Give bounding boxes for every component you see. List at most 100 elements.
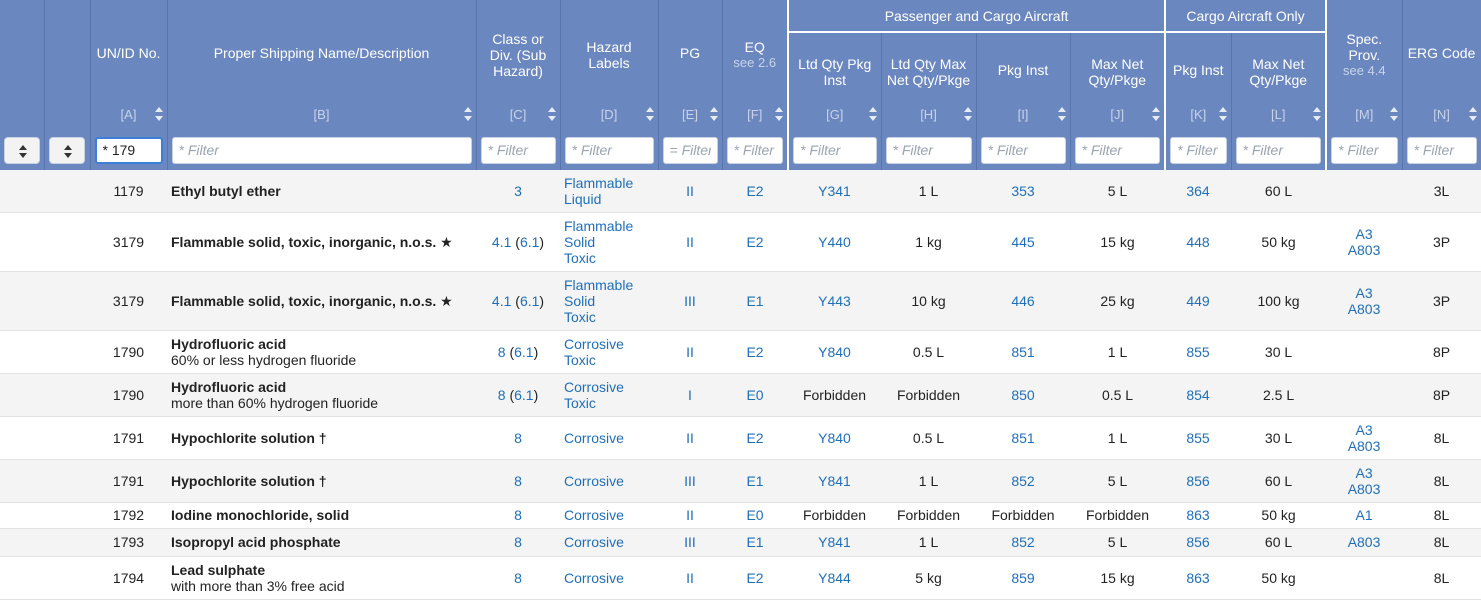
cao-pkg-inst[interactable]: 863	[1186, 507, 1210, 523]
pax-pkg-inst[interactable]: 851	[1011, 343, 1035, 360]
hazard-label-link[interactable]: Toxic	[564, 308, 596, 325]
hazard-label-link[interactable]: Solid	[564, 292, 596, 309]
sp-filter-input[interactable]	[1331, 136, 1398, 164]
ltd-pkg-inst[interactable]: Y844	[818, 569, 851, 586]
header-ltd-max[interactable]: Ltd Qty Max Net Qty/Pkge [H]	[881, 32, 977, 130]
table-row[interactable]: 1791 Hypochlorite solution † 8 Corrosive III…	[0, 459, 1481, 503]
pax-pkg-inst[interactable]: 851	[1011, 429, 1035, 446]
cao-max-filter-input[interactable]	[1235, 136, 1322, 164]
header-psn[interactable]: Proper Shipping Name/Description [B]	[167, 0, 477, 130]
packing-group-link[interactable]: I	[688, 386, 692, 403]
class-filter-input[interactable]	[480, 136, 556, 164]
table-row[interactable]: 3179 Flammable solid, toxic, inorganic, n…	[0, 212, 1481, 272]
header-erg[interactable]: ERG Code [N]	[1402, 0, 1481, 130]
packing-group-link[interactable]: III	[684, 534, 696, 550]
pax-pkg-inst[interactable]: 445	[1011, 233, 1035, 250]
header-cao-max[interactable]: Max Net Qty/Pkge [L]	[1231, 32, 1328, 130]
eq-link[interactable]: E2	[746, 429, 764, 446]
eq-filter-input[interactable]	[726, 136, 783, 164]
special-provision-link[interactable]: A3	[1355, 284, 1373, 301]
sort-icon[interactable]	[709, 107, 718, 121]
ltd-pkg-inst[interactable]: Y840	[818, 429, 851, 446]
sort-icon[interactable]	[963, 107, 972, 121]
eq-link[interactable]: E2	[746, 233, 764, 250]
header-labels[interactable]: Hazard Labels [D]	[560, 0, 659, 130]
pax-pkg-inst[interactable]: 852	[1011, 472, 1035, 489]
special-provision-link[interactable]: A803	[1347, 300, 1381, 317]
eq-link[interactable]: E0	[746, 386, 764, 403]
class-link[interactable]: 3	[514, 182, 522, 199]
sort-icon[interactable]	[1468, 107, 1477, 121]
unid-filter-input[interactable]	[94, 136, 163, 164]
psn-filter-input[interactable]	[171, 136, 472, 164]
pax-pkg-inst[interactable]: 446	[1011, 292, 1035, 309]
class-link[interactable]: 8	[514, 569, 522, 586]
class-link[interactable]: 4.1	[491, 233, 512, 250]
cao-pkg-inst[interactable]: 449	[1186, 292, 1210, 309]
eq-link[interactable]: E0	[746, 507, 764, 523]
hazard-label-link[interactable]: Corrosive	[564, 569, 624, 586]
special-provision-link[interactable]: A3	[1355, 225, 1373, 242]
table-row[interactable]: 1790 Hydrofluoric acid 60% or less hydroge…	[0, 330, 1481, 374]
class-link[interactable]: 4.1	[491, 292, 512, 309]
special-provision-link[interactable]: A3	[1355, 421, 1373, 438]
hazard-label-link[interactable]: Flammable	[564, 217, 634, 234]
packing-group-link[interactable]: II	[686, 429, 694, 446]
packing-group-link[interactable]: II	[686, 233, 694, 250]
pax-pkg-inst[interactable]: 852	[1011, 534, 1035, 550]
header-special-provisions[interactable]: Spec. Prov. see 4.4 [M]	[1326, 0, 1403, 130]
pg-filter-input[interactable]	[662, 136, 718, 164]
pax-pkg-inst[interactable]: 850	[1011, 386, 1035, 403]
eq-link[interactable]: E1	[746, 472, 764, 489]
ltd-max-filter-input[interactable]	[885, 136, 972, 164]
sort-icon[interactable]	[463, 107, 472, 121]
class-link[interactable]: 8	[514, 429, 522, 446]
ltd-pkg-inst[interactable]: Y443	[818, 292, 851, 309]
class-link[interactable]: 8	[497, 386, 506, 403]
eq-link[interactable]: E1	[746, 292, 764, 309]
special-provision-link[interactable]: A1	[1355, 507, 1373, 523]
eq-link[interactable]: E2	[746, 569, 764, 586]
hazard-label-link[interactable]: Corrosive	[564, 472, 624, 489]
hazard-label-link[interactable]: Toxic	[564, 394, 596, 411]
packing-group-link[interactable]: II	[686, 569, 694, 586]
hazard-label-link[interactable]: Corrosive	[564, 507, 624, 523]
sort-icon[interactable]	[775, 107, 783, 121]
eq-link[interactable]: E2	[746, 343, 764, 360]
header-pax-pi[interactable]: Pkg Inst [I]	[976, 32, 1071, 130]
special-provision-link[interactable]: A803	[1347, 534, 1381, 550]
header-pg[interactable]: PG [E]	[658, 0, 723, 130]
eq-link[interactable]: E1	[746, 534, 764, 550]
cao-pkg-inst[interactable]: 856	[1186, 534, 1210, 550]
sort-icon[interactable]	[1057, 107, 1066, 121]
header-cao-pi[interactable]: Pkg Inst [K]	[1165, 32, 1232, 130]
hazard-label-link[interactable]: Corrosive	[564, 378, 624, 395]
table-row[interactable]: 1792 Iodine monochloride, solid 8 Corrosive…	[0, 502, 1481, 529]
ltd-pkg-inst[interactable]: Y341	[818, 182, 851, 199]
hazard-label-link[interactable]: Corrosive	[564, 335, 624, 352]
hazard-label-link[interactable]: Toxic	[564, 351, 596, 368]
header-class[interactable]: Class or Div. (Sub Hazard) [C]	[476, 0, 561, 130]
header-pax-max[interactable]: Max Net Qty/Pkge [J]	[1070, 32, 1167, 130]
table-row[interactable]: 3179 Flammable solid, toxic, inorganic, n…	[0, 271, 1481, 331]
sort-icon[interactable]	[645, 107, 654, 121]
ltd-pkg-inst[interactable]: Y840	[818, 343, 851, 360]
cao-pkg-inst[interactable]: 863	[1186, 569, 1210, 586]
labels-filter-input[interactable]	[564, 136, 654, 164]
sub-hazard[interactable]: (6.1)	[509, 343, 539, 360]
ltd-pi-filter-input[interactable]	[793, 136, 877, 164]
packing-group-link[interactable]: III	[684, 292, 696, 309]
header-ltd-pi[interactable]: Ltd Qty Pkg Inst [G]	[788, 32, 882, 130]
header-eq[interactable]: EQ see 2.6 [F]	[722, 0, 789, 130]
special-provision-link[interactable]: A803	[1347, 241, 1381, 258]
ltd-pkg-inst[interactable]: Y841	[818, 472, 851, 489]
sort-icon[interactable]	[1313, 107, 1322, 121]
special-provision-link[interactable]: A803	[1347, 437, 1381, 454]
ltd-pkg-inst[interactable]: Y440	[818, 233, 851, 250]
sort-icon[interactable]	[154, 107, 163, 121]
hazard-label-link[interactable]: Toxic	[564, 249, 596, 266]
packing-group-link[interactable]: III	[684, 472, 696, 489]
sort-icon[interactable]	[868, 107, 877, 121]
table-row[interactable]: 1794 Lead sulphate with more than 3% free …	[0, 556, 1481, 600]
ltd-pkg-inst[interactable]: Y841	[818, 534, 851, 550]
